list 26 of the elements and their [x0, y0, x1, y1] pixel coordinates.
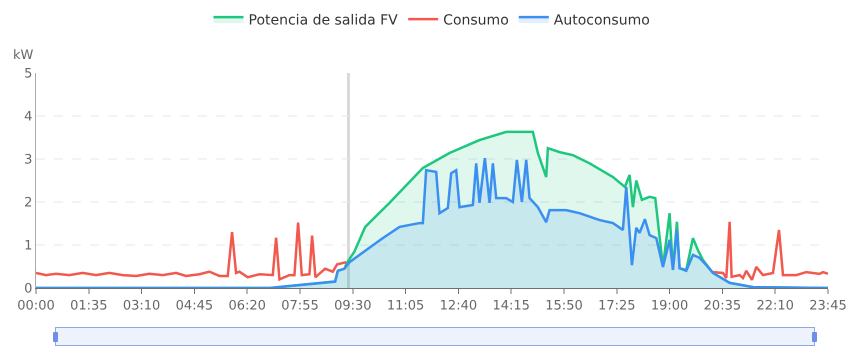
x-tick-label: 19:00: [650, 298, 688, 314]
y-tick-label: 4: [24, 110, 32, 125]
x-tick-label: 11:05: [386, 298, 424, 314]
x-tick-label: 04:45: [176, 298, 214, 314]
x-tick-label: 14:15: [492, 298, 530, 314]
x-tick-label: 23:45: [809, 298, 847, 314]
y-tick-label: 1: [24, 238, 32, 254]
y-axis-title: kW: [13, 48, 34, 63]
y-tick-label: 2: [24, 196, 32, 211]
x-tick-label: 12:40: [440, 298, 478, 314]
x-tick-label: 07:55: [281, 298, 319, 314]
x-tick-label: 03:10: [122, 298, 160, 314]
y-tick-label: 0: [24, 282, 32, 297]
x-tick-label: 01:35: [70, 298, 108, 314]
legend-label: Potencia de salida FV: [248, 12, 398, 29]
x-tick-label: 20:35: [704, 298, 742, 314]
x-tick-label: 09:30: [334, 298, 372, 314]
legend-label: Autoconsumo: [554, 12, 650, 29]
x-tick-label: 15:50: [545, 298, 583, 314]
x-tick-label: 17:25: [598, 298, 636, 314]
legend-label: Consumo: [443, 12, 509, 29]
y-tick-label: 5: [24, 66, 32, 82]
x-tick-label: 00:00: [17, 298, 55, 314]
y-tick-label: 3: [24, 152, 32, 168]
x-tick-label: 06:20: [228, 298, 266, 314]
x-tick-label: 22:10: [756, 298, 794, 314]
